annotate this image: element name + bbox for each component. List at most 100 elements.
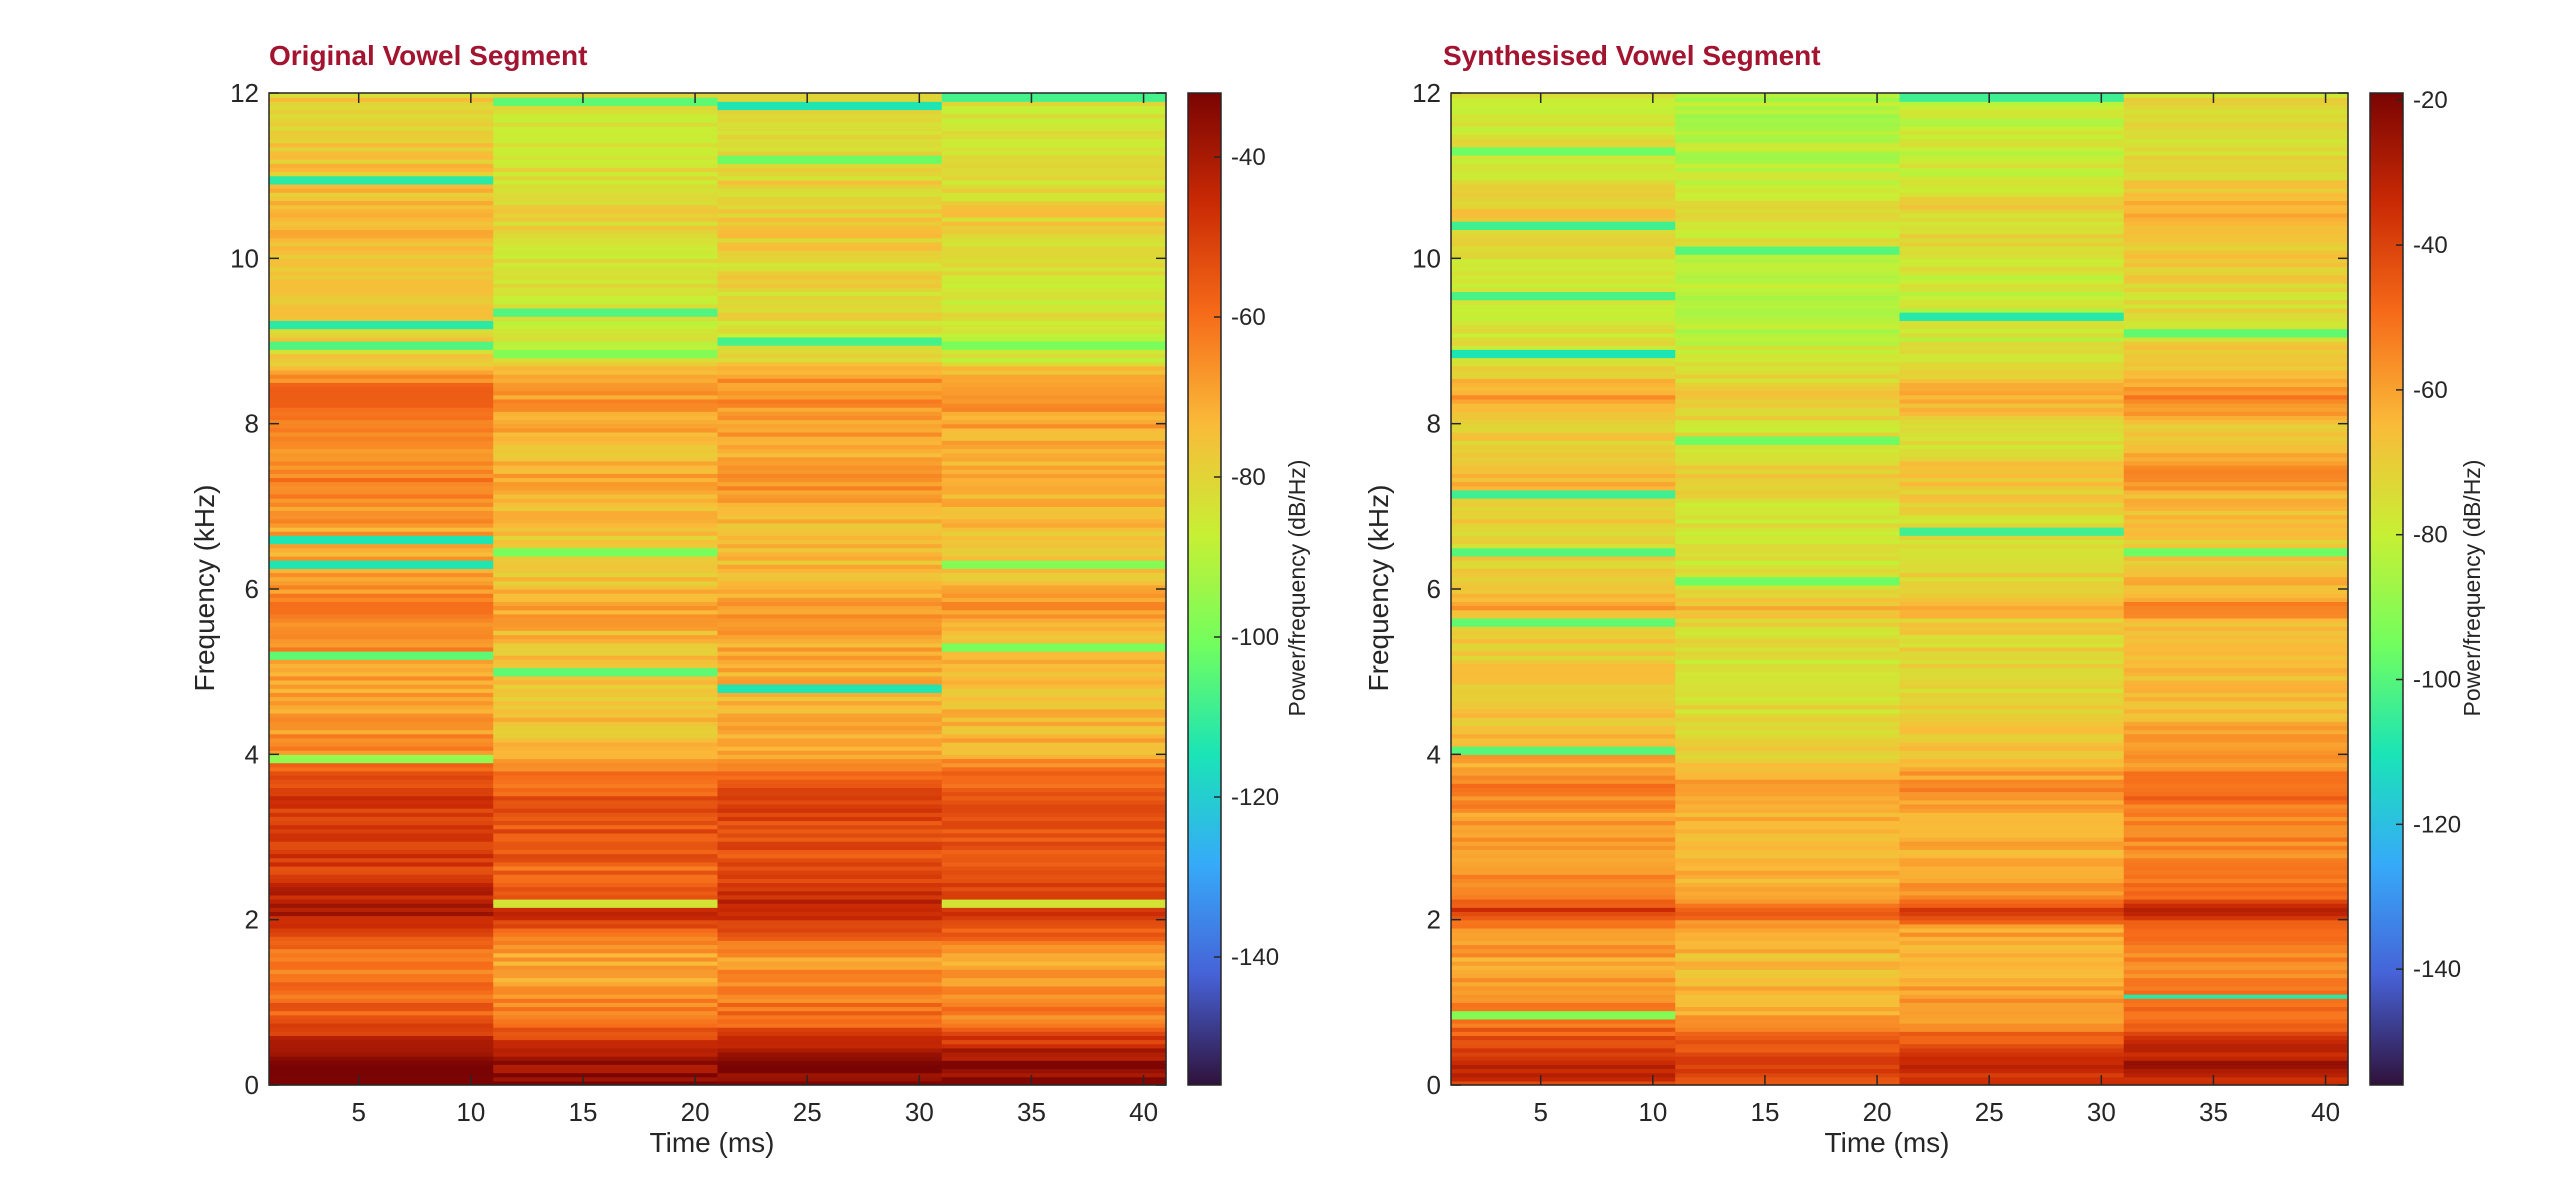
heatmap-cell: [1675, 101, 1901, 106]
heatmap-cell: [941, 121, 1167, 127]
heatmap-cell: [1675, 870, 1901, 875]
heatmap-cell: [1451, 659, 1676, 664]
heatmap-cell: [1899, 258, 2125, 264]
heatmap-cell: [1675, 121, 1901, 127]
heatmap-cell: [1675, 965, 1901, 970]
heatmap-cell: [269, 518, 494, 524]
heatmap-cell: [2123, 539, 2349, 545]
heatmap-cell: [2123, 316, 2349, 321]
heatmap-cell: [269, 510, 494, 516]
heatmap-cell: [1451, 357, 1676, 363]
heatmap-cell: [269, 101, 494, 106]
heatmap-cell: [717, 816, 943, 822]
heatmap-cell: [2123, 940, 2349, 946]
heatmap-cell: [493, 431, 719, 437]
heatmap-cell: [717, 531, 943, 536]
heatmap-cell: [717, 589, 943, 594]
heatmap-cell: [1675, 1035, 1901, 1041]
heatmap-cell: [493, 882, 719, 888]
heatmap-cell: [2123, 196, 2349, 202]
heatmap-cell: [493, 655, 719, 660]
heatmap-cell: [2123, 510, 2349, 516]
heatmap-cell: [2123, 927, 2349, 933]
heatmap-cell: [493, 245, 719, 251]
heatmap-cell: [1899, 696, 2125, 702]
heatmap-cell: [493, 675, 719, 681]
heatmap-cell: [717, 936, 943, 941]
heatmap-cell: [2123, 531, 2349, 536]
heatmap-cell: [1899, 882, 2125, 888]
x-tick-label: 15: [568, 1097, 597, 1127]
heatmap-cell: [717, 506, 943, 512]
heatmap-cell: [717, 113, 943, 119]
colorbar-tick-label: -140: [1231, 944, 1279, 971]
heatmap-cell: [269, 1006, 494, 1012]
heatmap-cell: [2123, 307, 2349, 313]
heatmap-cell: [941, 142, 1167, 148]
heatmap-cell: [1899, 146, 2125, 152]
heatmap-cell: [1451, 361, 1676, 367]
heatmap-cell: [2123, 130, 2349, 135]
heatmap-cell: [717, 138, 943, 144]
heatmap-cell: [1675, 775, 1901, 780]
heatmap-cell: [269, 105, 494, 111]
heatmap-cell: [941, 266, 1167, 272]
heatmap-cell: [493, 911, 719, 917]
heatmap-cell: [941, 593, 1167, 598]
heatmap-cell: [1451, 989, 1676, 995]
heatmap-cell: [269, 419, 494, 425]
heatmap-cell: [1451, 1064, 1676, 1070]
heatmap-cell: [717, 903, 943, 908]
heatmap-cell: [1675, 589, 1901, 594]
heatmap-cell: [493, 390, 719, 396]
heatmap-cell: [941, 93, 1167, 98]
heatmap-cell: [1899, 456, 2125, 462]
heatmap-cell: [717, 101, 943, 106]
heatmap-cell: [1451, 506, 1676, 512]
heatmap-cell: [1675, 961, 1901, 966]
heatmap-cell: [941, 258, 1167, 264]
heatmap-cell: [2123, 741, 2349, 747]
heatmap-cell: [1675, 696, 1901, 702]
heatmap-cell: [269, 758, 494, 764]
heatmap-cell: [1451, 527, 1676, 532]
heatmap-cell: [941, 576, 1167, 582]
heatmap-cell: [269, 853, 494, 859]
heatmap-cell: [1451, 316, 1676, 321]
heatmap-cell: [941, 667, 1167, 673]
heatmap-cell: [2123, 994, 2349, 999]
heatmap-cell: [941, 688, 1167, 693]
heatmap-cell: [1899, 1068, 2125, 1074]
heatmap-cell: [941, 320, 1167, 326]
heatmap-cell: [2123, 965, 2349, 970]
heatmap-cell: [1451, 717, 1676, 722]
heatmap-cell: [493, 894, 719, 900]
heatmap-cell: [1451, 878, 1676, 884]
heatmap-cell: [1675, 539, 1901, 545]
heatmap-cell: [493, 828, 719, 834]
heatmap-cell: [1899, 973, 2125, 979]
heatmap-cell: [269, 163, 494, 168]
heatmap-cell: [1675, 890, 1901, 896]
heatmap-cell: [941, 684, 1167, 689]
heatmap-cell: [269, 328, 494, 334]
heatmap-cell: [1675, 597, 1901, 602]
heatmap-cell: [1899, 729, 2125, 735]
heatmap-cell: [493, 890, 719, 896]
heatmap-cell: [493, 357, 719, 363]
heatmap-cell: [493, 708, 719, 714]
heatmap-cell: [941, 419, 1167, 425]
heatmap-cell: [1899, 469, 2125, 474]
heatmap-cell: [269, 617, 494, 623]
heatmap-cell: [1899, 956, 2125, 962]
heatmap-cell: [269, 684, 494, 689]
heatmap-cell: [1899, 489, 2125, 495]
heatmap-cell: [1675, 721, 1901, 726]
heatmap-cell: [269, 994, 494, 999]
heatmap-cell: [941, 217, 1167, 222]
heatmap-cell: [717, 390, 943, 396]
heatmap-cell: [1899, 109, 2125, 115]
heatmap-cell: [2123, 762, 2349, 768]
heatmap-cell: [717, 307, 943, 313]
